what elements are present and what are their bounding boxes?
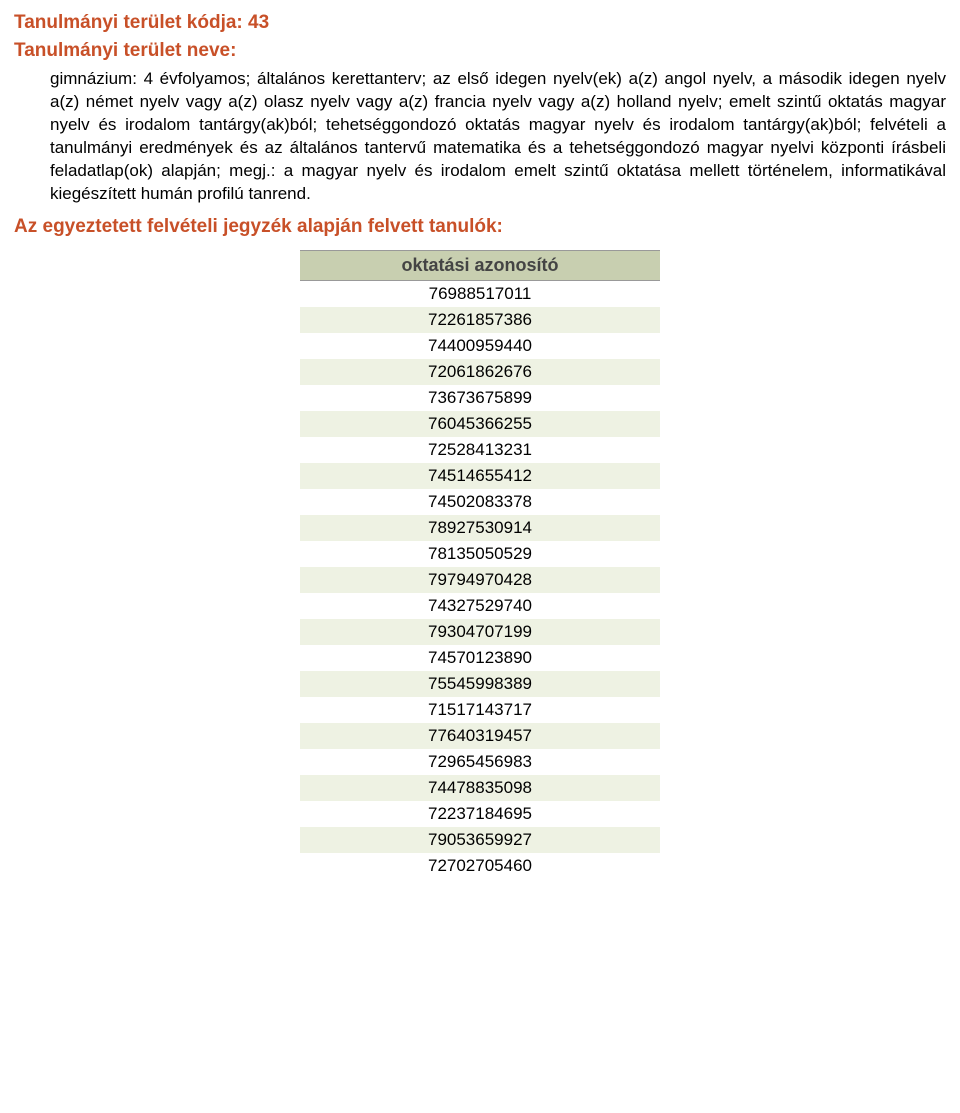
student-id-cell: 74570123890	[300, 645, 660, 671]
table-row: 71517143717	[300, 697, 660, 723]
table-row: 75545998389	[300, 671, 660, 697]
student-id-cell: 78135050529	[300, 541, 660, 567]
table-row: 72702705460	[300, 853, 660, 879]
table-row: 72528413231	[300, 437, 660, 463]
table-row: 76988517011	[300, 280, 660, 307]
student-id-cell: 74502083378	[300, 489, 660, 515]
student-id-cell: 76988517011	[300, 280, 660, 307]
student-id-cell: 74400959440	[300, 333, 660, 359]
student-id-cell: 76045366255	[300, 411, 660, 437]
admitted-list-heading: Az egyeztetett felvételi jegyzék alapján…	[14, 216, 946, 238]
table-row: 78927530914	[300, 515, 660, 541]
table-row: 79304707199	[300, 619, 660, 645]
student-id-cell: 72237184695	[300, 801, 660, 827]
student-id-cell: 72965456983	[300, 749, 660, 775]
table-row: 72261857386	[300, 307, 660, 333]
student-id-cell: 71517143717	[300, 697, 660, 723]
student-id-cell: 74478835098	[300, 775, 660, 801]
student-id-cell: 74514655412	[300, 463, 660, 489]
table-header-id: oktatási azonosító	[300, 250, 660, 280]
table-row: 74514655412	[300, 463, 660, 489]
table-row: 74502083378	[300, 489, 660, 515]
student-id-cell: 72061862676	[300, 359, 660, 385]
student-id-cell: 72528413231	[300, 437, 660, 463]
admitted-students-table: oktatási azonosító 769885170117226185738…	[300, 250, 660, 879]
table-row: 79053659927	[300, 827, 660, 853]
table-row: 78135050529	[300, 541, 660, 567]
table-row: 74327529740	[300, 593, 660, 619]
study-area-code: Tanulmányi terület kódja: 43	[14, 12, 946, 34]
student-id-cell: 79053659927	[300, 827, 660, 853]
table-row: 77640319457	[300, 723, 660, 749]
table-row: 72965456983	[300, 749, 660, 775]
study-area-name-label: Tanulmányi terület neve:	[14, 40, 946, 62]
study-area-description: gimnázium: 4 évfolyamos; általános keret…	[50, 68, 946, 206]
student-id-cell: 72261857386	[300, 307, 660, 333]
table-row: 74570123890	[300, 645, 660, 671]
student-id-cell: 73673675899	[300, 385, 660, 411]
table-row: 73673675899	[300, 385, 660, 411]
student-id-cell: 79794970428	[300, 567, 660, 593]
table-row: 74400959440	[300, 333, 660, 359]
student-id-cell: 75545998389	[300, 671, 660, 697]
table-row: 79794970428	[300, 567, 660, 593]
student-id-cell: 79304707199	[300, 619, 660, 645]
table-row: 76045366255	[300, 411, 660, 437]
student-id-cell: 74327529740	[300, 593, 660, 619]
student-id-cell: 77640319457	[300, 723, 660, 749]
table-row: 74478835098	[300, 775, 660, 801]
student-id-cell: 72702705460	[300, 853, 660, 879]
table-row: 72061862676	[300, 359, 660, 385]
table-row: 72237184695	[300, 801, 660, 827]
student-id-cell: 78927530914	[300, 515, 660, 541]
